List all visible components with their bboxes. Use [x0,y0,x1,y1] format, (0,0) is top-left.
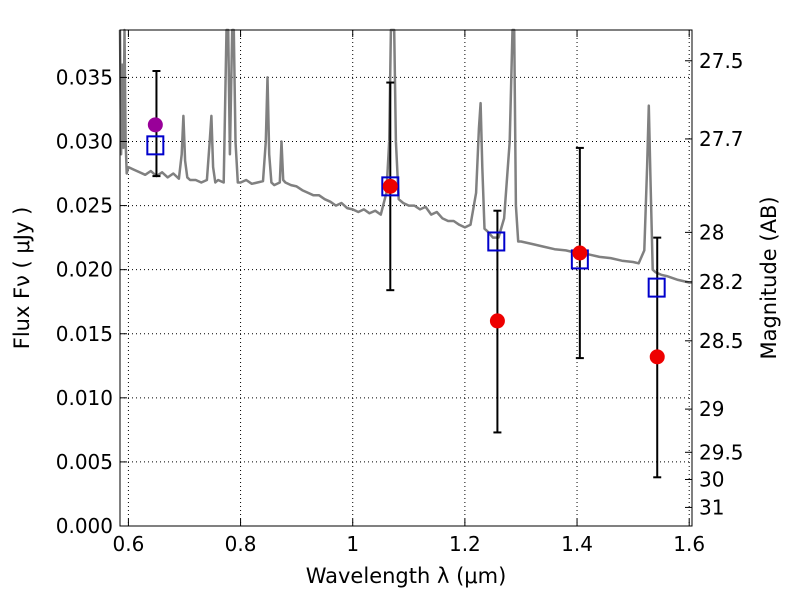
magnitude-tick-label: 27.5 [699,49,744,73]
magnitude-tick-label: 27.7 [699,127,744,151]
y-tick-label: 0.035 [56,65,113,89]
y-tick-label: 0.025 [56,194,113,218]
plot-frame [119,29,693,527]
magnitude-tick-label: 28 [699,220,724,244]
observed-point [649,349,665,365]
y-tick-label: 0.015 [56,322,113,346]
observed-point [572,245,588,261]
y-axis-label: Flux Fν ( μJy ) [10,207,34,350]
observed-point [489,313,505,329]
x-tick-label: 0.8 [225,532,257,556]
y-tick-label: 0.020 [56,258,113,282]
x-tick-label: 1 [346,532,359,556]
model-square-marker [381,176,400,197]
y-tick-label: 0.000 [56,514,113,538]
magnitude-axis-ticks: 27.5 27.7 28 28.2 28.5 29 29.5 30 31 [685,49,744,519]
observed-photometry-points [147,117,665,365]
x-tick-label: 1.2 [449,532,481,556]
grid-lines [120,30,692,527]
y-tick-label: 0.030 [56,130,113,154]
x-tick-label: 1.6 [673,532,705,556]
magnitude-tick-label: 31 [699,495,724,519]
magnitude-tick-label: 28.2 [699,270,744,294]
x-axis-label: Wavelength λ (μm) [306,564,507,588]
y-axis-ticks: 0.000 0.005 0.010 0.015 0.020 0.025 0.030 0.035 [56,65,127,538]
magnitude-tick-label: 29.5 [699,440,744,464]
magnitude-tick-label: 29 [699,397,724,421]
magnitude-axis-label: Magnitude (AB) [757,196,781,359]
magnitude-tick-label: 28.5 [699,329,744,353]
observed-point [147,117,163,133]
magnitude-tick-label: 30 [699,467,724,491]
x-tick-label: 1.4 [561,532,593,556]
x-axis-ticks: 0.6 0.8 1 1.2 1.4 1.6 [113,30,705,556]
model-square-marker [487,231,506,252]
model-square-marker [146,135,165,156]
model-square-marker [647,277,666,298]
x-tick-label: 0.6 [113,532,145,556]
y-tick-label: 0.010 [56,386,113,410]
observed-point [382,178,398,194]
spectrum-line [118,28,692,284]
model-spectrum [118,28,692,284]
y-tick-label: 0.005 [56,450,113,474]
